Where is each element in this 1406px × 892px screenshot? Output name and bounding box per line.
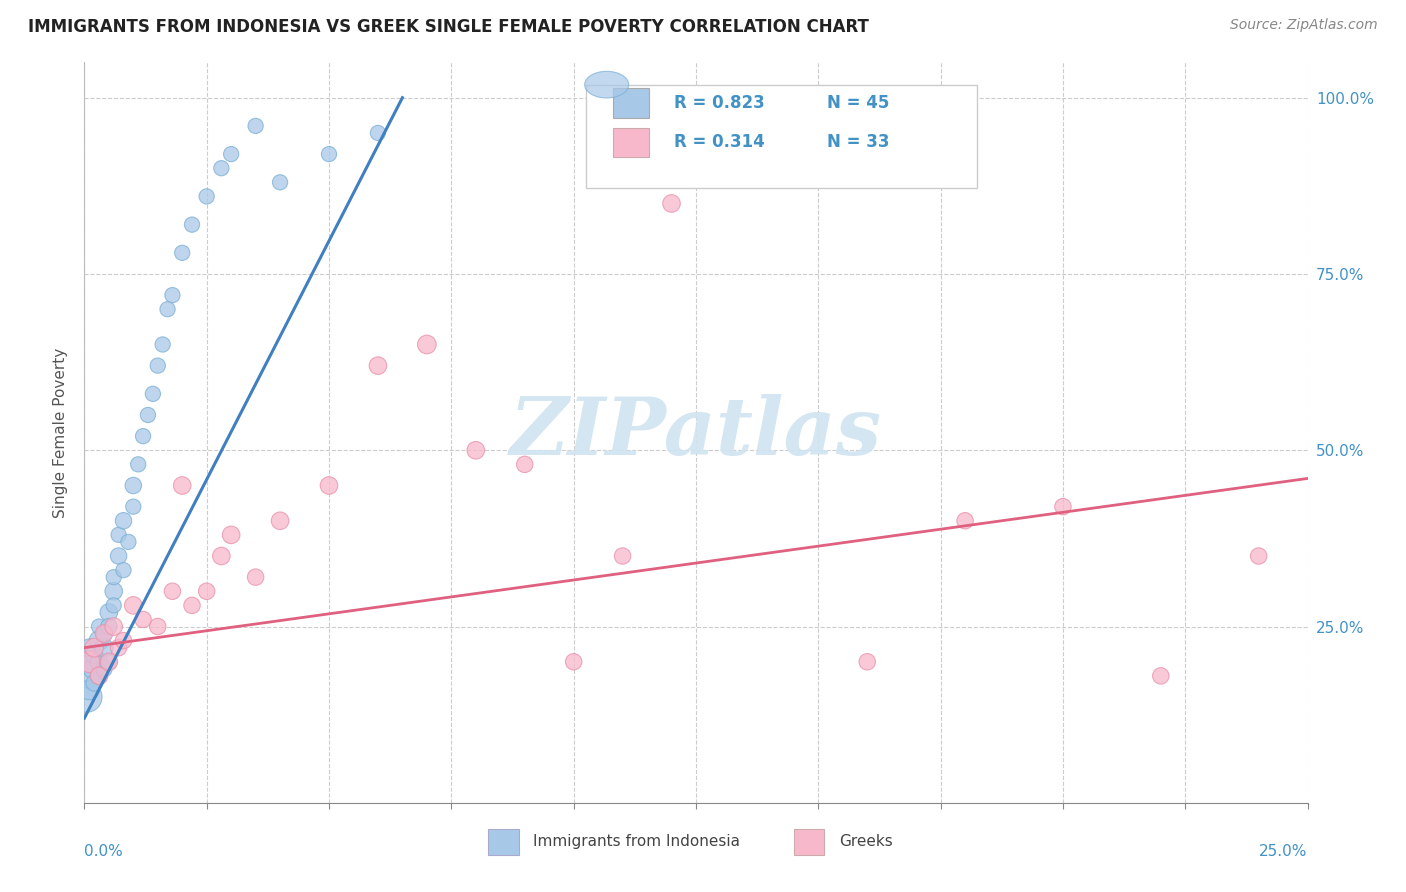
Text: Source: ZipAtlas.com: Source: ZipAtlas.com (1230, 18, 1378, 32)
Point (97, 606, 120, 620)
Point (318, 147, 340, 161)
Point (513, 458, 536, 472)
Point (1052, 500, 1074, 514)
Text: R = 0.823: R = 0.823 (673, 95, 765, 112)
Point (1150, 669, 1173, 683)
Point (245, 119, 267, 133)
Text: IMMIGRANTS FROM INDONESIA VS GREEK SINGLE FEMALE POVERTY CORRELATION CHART: IMMIGRANTS FROM INDONESIA VS GREEK SINGL… (28, 18, 869, 36)
Point (136, 408, 159, 422)
Point (83, 648, 105, 662)
Point (953, 514, 976, 528)
Text: N = 33: N = 33 (827, 134, 890, 152)
Point (156, 302, 179, 317)
Point (318, 478, 340, 492)
Point (87, 669, 110, 683)
Point (97, 655, 120, 669)
Point (195, 584, 218, 599)
Text: 0.0%: 0.0% (84, 844, 124, 858)
Point (83, 662, 105, 676)
Point (464, 443, 486, 458)
Point (269, 175, 291, 189)
Point (97, 655, 120, 669)
Point (562, 655, 585, 669)
Point (83, 676, 105, 690)
Point (146, 619, 169, 633)
Point (93, 626, 115, 640)
Point (107, 549, 129, 563)
Point (162, 288, 184, 302)
Point (152, 337, 174, 351)
Point (87, 669, 110, 683)
Point (93, 662, 115, 676)
Point (76, 690, 98, 704)
Point (77, 655, 100, 669)
Point (93, 626, 115, 640)
Point (181, 218, 204, 232)
Point (103, 584, 125, 599)
Point (367, 359, 389, 373)
Point (195, 189, 218, 203)
Point (112, 563, 135, 577)
Point (103, 599, 125, 613)
Point (122, 478, 145, 492)
Point (77, 683, 100, 698)
Point (367, 126, 389, 140)
Point (162, 584, 184, 599)
Point (758, 161, 780, 176)
FancyBboxPatch shape (794, 829, 824, 855)
Point (612, 549, 634, 563)
Text: ZIPatlas: ZIPatlas (510, 394, 882, 471)
Point (132, 429, 155, 443)
Point (181, 599, 204, 613)
Point (107, 640, 129, 655)
Point (103, 619, 125, 633)
Text: N = 45: N = 45 (827, 95, 889, 112)
Point (661, 196, 683, 211)
Point (112, 633, 135, 648)
Point (77, 640, 100, 655)
Text: Immigrants from Indonesia: Immigrants from Indonesia (533, 834, 741, 849)
Y-axis label: Single Female Poverty: Single Female Poverty (53, 348, 69, 517)
Point (142, 387, 165, 401)
FancyBboxPatch shape (613, 88, 650, 118)
Point (122, 599, 145, 613)
Point (172, 478, 194, 492)
Point (77, 669, 100, 683)
Point (122, 500, 145, 514)
Text: Greeks: Greeks (839, 834, 893, 849)
Point (856, 655, 879, 669)
Point (117, 535, 139, 549)
Point (132, 612, 155, 626)
Point (172, 245, 194, 260)
Point (93, 640, 115, 655)
Point (112, 514, 135, 528)
Point (219, 528, 242, 542)
Point (416, 337, 439, 351)
Point (146, 359, 169, 373)
Point (209, 161, 232, 176)
Point (87, 655, 110, 669)
FancyBboxPatch shape (586, 85, 977, 188)
Point (209, 549, 232, 563)
Point (87, 633, 110, 648)
Point (1247, 549, 1270, 563)
Circle shape (585, 71, 628, 98)
Point (245, 570, 267, 584)
Point (269, 514, 291, 528)
FancyBboxPatch shape (613, 128, 650, 157)
Point (127, 458, 149, 472)
Point (97, 619, 120, 633)
Point (87, 619, 110, 633)
Point (107, 528, 129, 542)
Point (103, 570, 125, 584)
Point (219, 147, 242, 161)
FancyBboxPatch shape (488, 829, 519, 855)
Point (77, 655, 100, 669)
Text: R = 0.314: R = 0.314 (673, 134, 765, 152)
Point (83, 640, 105, 655)
Text: 25.0%: 25.0% (1260, 844, 1308, 858)
